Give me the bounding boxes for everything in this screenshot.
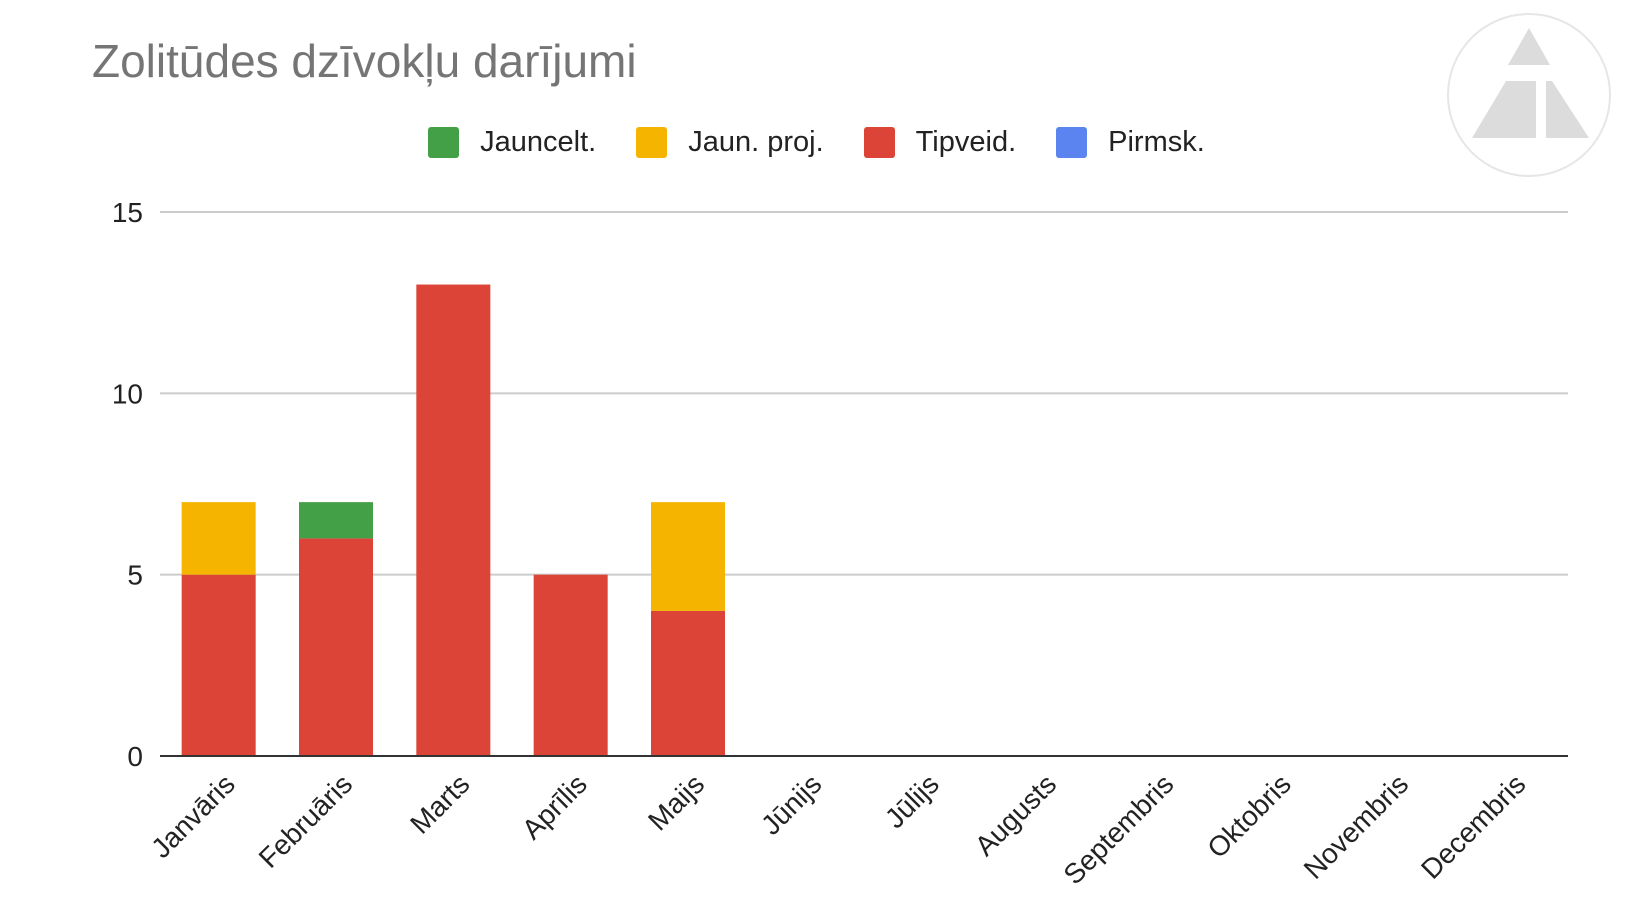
x-tick-label: Janvāris (145, 768, 241, 864)
legend-label-jaun-proj: Jaun. proj. (688, 125, 824, 158)
triangle-logo-icon (1447, 13, 1611, 177)
bar-segment[interactable] (651, 610, 725, 756)
legend-item-pirmsk[interactable]: Pirmsk. (1056, 126, 1205, 159)
legend-swatch-tipveid (863, 126, 895, 158)
bar-segment[interactable] (651, 502, 725, 611)
x-tick-label: Augusts (969, 768, 1062, 861)
legend-swatch-jauncelt (428, 126, 460, 158)
x-tick-label: Septembris (1058, 768, 1180, 890)
y-tick-labels: 0 5 10 15 (112, 197, 143, 772)
legend-label-pirmsk: Pirmsk. (1108, 125, 1205, 158)
legend-swatch-jaun-proj (636, 126, 668, 158)
legend-item-tipveid[interactable]: Tipveid. (863, 125, 1017, 159)
x-tick-label: Februāris (253, 768, 359, 874)
x-tick-label: Marts (404, 768, 475, 839)
bars (181, 284, 725, 756)
legend-item-jauncelt[interactable]: Jauncelt. (428, 126, 596, 159)
x-tick-label: Decembris (1415, 768, 1532, 885)
y-tick-label: 15 (112, 197, 143, 228)
bar-segment[interactable] (181, 502, 256, 575)
x-tick-label: Novembris (1298, 768, 1415, 885)
bar-segment[interactable] (181, 574, 256, 756)
chart-title: Zolitūdes dzīvokļu darījumi (92, 35, 637, 87)
x-tick-label: Jūlijs (879, 768, 945, 834)
legend-label-jauncelt: Jauncelt. (480, 125, 597, 158)
legend-label-tipveid: Tipveid. (915, 125, 1017, 158)
gridlines (160, 211, 1568, 576)
y-tick-label: 0 (127, 741, 143, 772)
bar-segment[interactable] (416, 284, 491, 756)
x-tick-label: Aprīlis (516, 768, 593, 845)
x-tick-labels: Janvāris Februāris Marts Aprīlis Maijs Jūnijs… (145, 768, 1531, 890)
x-tick-label: Jūnijs (755, 768, 828, 841)
bar-segment[interactable] (299, 502, 373, 539)
legend: Jauncelt. Jaun. proj. Tipveid. Pirmsk. (0, 122, 1633, 162)
x-tick-label: Oktobris (1201, 768, 1297, 864)
bar-segment[interactable] (299, 538, 373, 756)
legend-item-jaun-proj[interactable]: Jaun. proj. (636, 125, 824, 159)
y-tick-label: 10 (112, 378, 143, 409)
x-tick-label: Maijs (642, 768, 710, 836)
legend-swatch-pirmsk (1056, 126, 1088, 158)
bar-segment[interactable] (533, 574, 608, 756)
y-tick-label: 5 (127, 560, 143, 591)
